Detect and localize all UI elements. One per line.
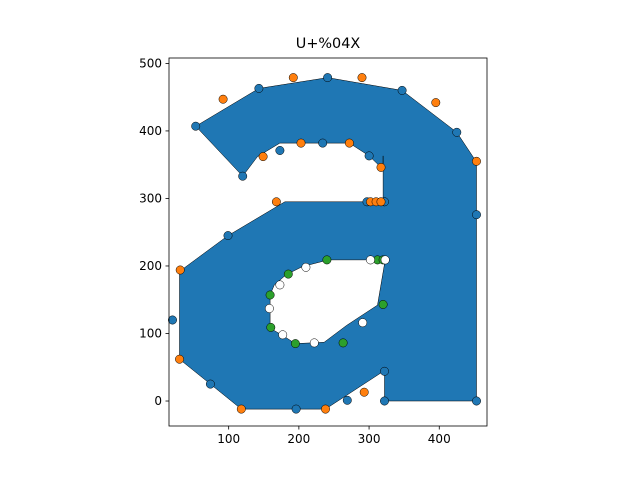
control-point-series-0	[291, 404, 301, 414]
x-tick-label: 100	[217, 432, 240, 446]
y-tick-label: 300	[139, 192, 162, 206]
control-point-series-2	[338, 338, 348, 348]
control-point-series-0	[397, 85, 407, 95]
control-point-series-1	[296, 138, 306, 148]
control-point-series-0	[238, 171, 248, 181]
control-point-series-0	[380, 396, 389, 406]
control-point-series-1	[175, 265, 185, 275]
glyph-fill	[179, 77, 477, 410]
control-point-series-0	[342, 395, 352, 405]
control-point-series-0	[452, 127, 462, 137]
control-point-series-2	[265, 290, 275, 300]
control-point-series-2	[378, 300, 388, 309]
control-point-series-1	[431, 98, 441, 108]
control-point-series-0	[472, 210, 481, 220]
control-point-series-0	[191, 121, 201, 131]
control-point-series-1	[218, 94, 228, 104]
chart-title: U+%04X	[296, 36, 361, 52]
plot-frame	[168, 57, 488, 427]
control-points	[168, 73, 481, 414]
control-point-series-3	[380, 255, 390, 265]
control-point-series-1	[288, 73, 298, 83]
y-tick-label: 500	[139, 57, 162, 71]
control-point-series-0	[318, 138, 328, 148]
y-tick-label: 400	[139, 124, 162, 138]
control-point-series-0	[364, 151, 374, 161]
control-point-series-1	[359, 387, 369, 397]
control-point-series-0	[168, 315, 177, 325]
glyph-shape	[179, 77, 477, 410]
x-tick-label: 300	[358, 432, 381, 446]
control-point-series-1	[236, 404, 246, 414]
control-point-series-0	[323, 73, 333, 83]
control-point-series-0	[275, 146, 285, 155]
control-point-series-0	[254, 83, 264, 93]
control-point-series-3	[366, 255, 375, 265]
control-point-series-1	[344, 138, 354, 148]
y-tick-label: 0	[154, 394, 162, 408]
control-point-series-3	[278, 330, 288, 340]
control-point-series-0	[472, 396, 481, 406]
control-point-series-1	[376, 197, 386, 207]
y-tick-label: 200	[139, 259, 162, 273]
control-point-series-3	[358, 318, 368, 328]
control-point-series-3	[309, 338, 319, 348]
control-point-series-0	[223, 231, 233, 241]
control-point-series-1	[376, 162, 386, 172]
control-point-series-1	[175, 354, 184, 364]
control-point-series-3	[301, 262, 311, 272]
control-point-series-1	[258, 152, 268, 162]
control-point-series-3	[264, 304, 274, 313]
control-point-series-2	[283, 269, 293, 279]
control-point-series-1	[321, 404, 330, 414]
axes: 100 200 300 400 0 100 200 300 400 500	[139, 57, 488, 446]
x-tick-label: 400	[428, 432, 451, 446]
control-point-series-3	[275, 280, 285, 290]
y-tick-label: 100	[139, 327, 162, 341]
control-point-series-0	[380, 366, 389, 376]
control-point-series-2	[266, 322, 276, 332]
control-point-series-2	[290, 339, 300, 349]
control-point-series-0	[205, 379, 215, 389]
control-point-series-1	[271, 197, 281, 207]
x-tick-label: 200	[287, 432, 310, 446]
control-point-series-1	[357, 73, 367, 83]
control-point-series-2	[322, 255, 332, 265]
control-point-series-1	[472, 156, 481, 166]
